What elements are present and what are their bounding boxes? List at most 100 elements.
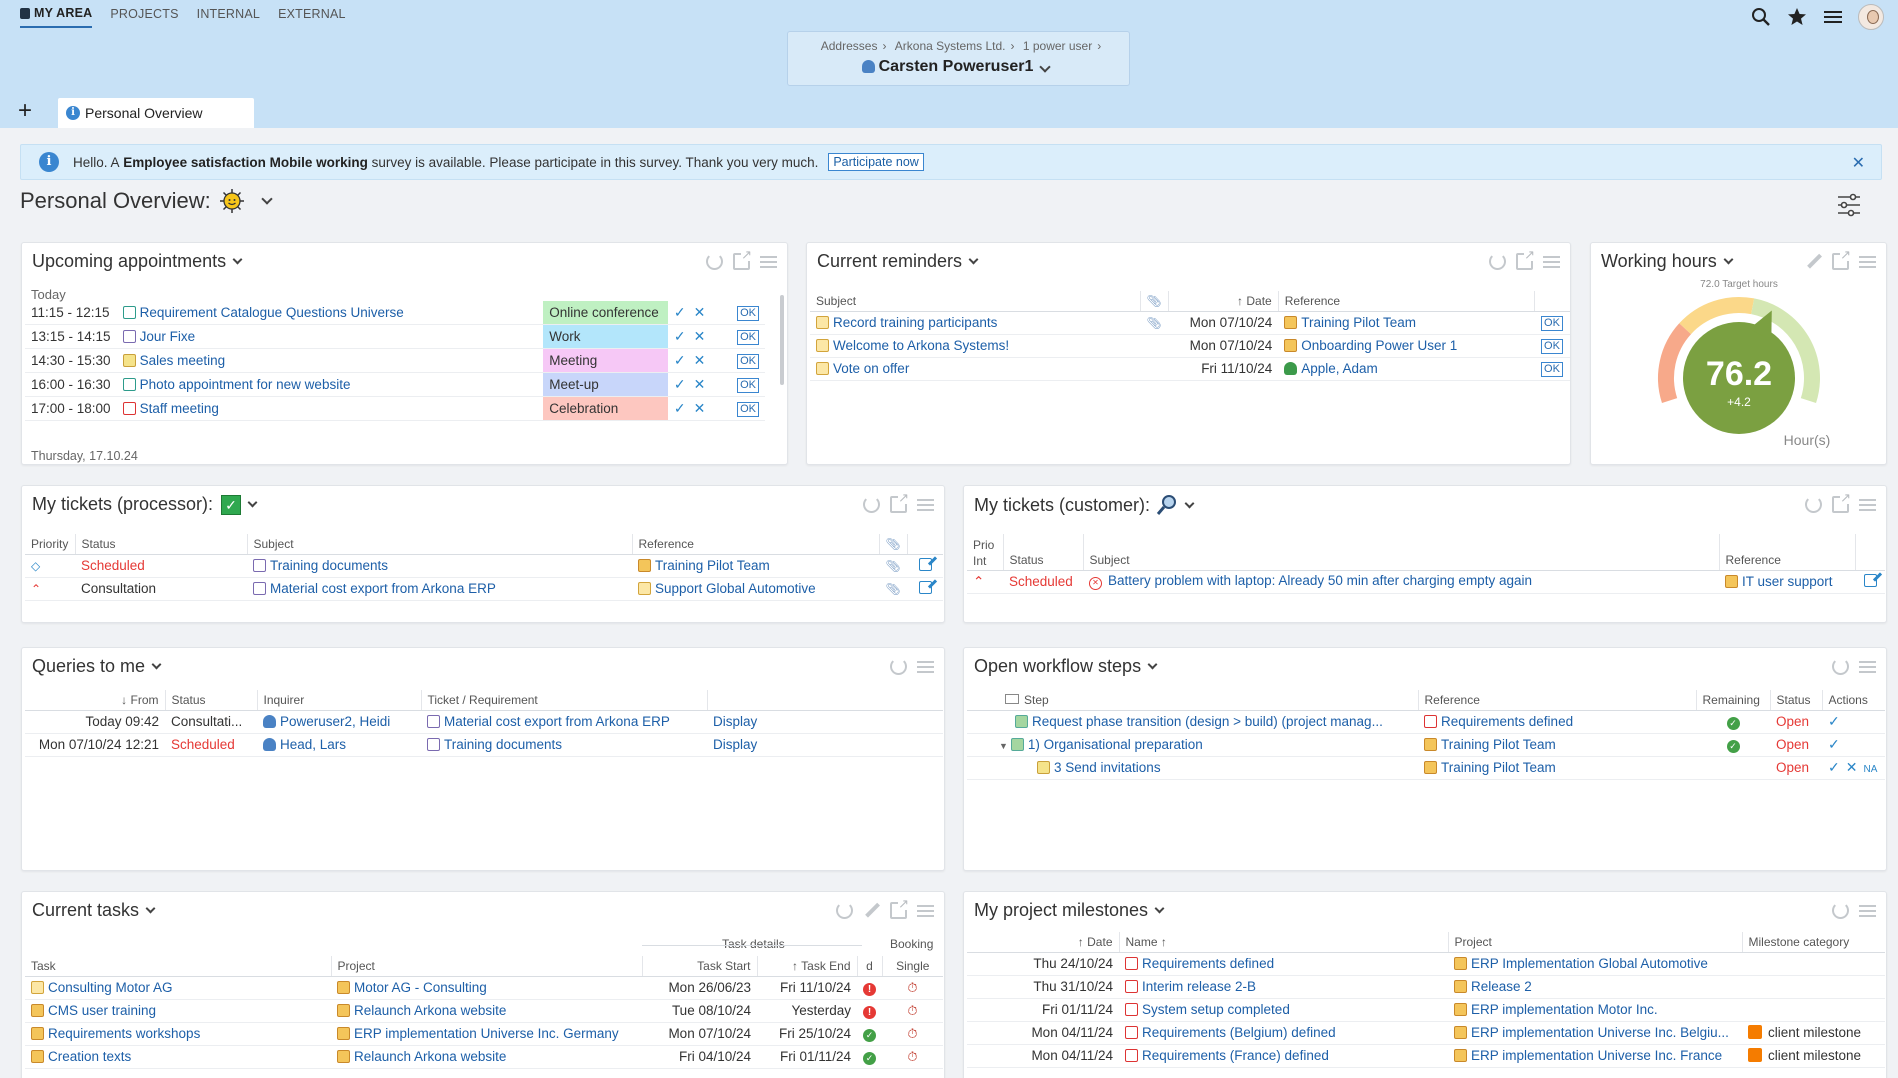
task-row[interactable]: Requirements workshops ERP implementation… bbox=[25, 1022, 943, 1046]
milestone-project[interactable]: ERP Implementation Global Automotive bbox=[1471, 956, 1708, 971]
nav-projects[interactable]: PROJECTS bbox=[110, 7, 179, 21]
reminder-row[interactable]: Record training participants 📎︎ Mon 07/10/… bbox=[810, 311, 1570, 335]
current-user-selector[interactable]: Carsten Poweruser1 bbox=[788, 58, 1129, 76]
appointment-subject[interactable]: Jour Fixe bbox=[139, 329, 196, 344]
ok-button[interactable]: OK bbox=[1541, 339, 1563, 354]
edit-pencil-icon[interactable] bbox=[1801, 249, 1825, 273]
col-date[interactable]: ↑ Date bbox=[967, 932, 1119, 953]
task-project[interactable]: Motor AG - Consulting bbox=[354, 980, 487, 995]
na-button[interactable]: NA bbox=[1863, 764, 1878, 775]
milestones-title[interactable]: My project milestones bbox=[974, 900, 1169, 921]
ok-button[interactable]: OK bbox=[737, 354, 759, 369]
accept-icon[interactable]: ✓ bbox=[673, 400, 686, 416]
refresh-icon[interactable] bbox=[1832, 902, 1849, 919]
ok-button[interactable]: OK bbox=[737, 378, 759, 393]
reminder-row[interactable]: Vote on offer Fri 11/10/24 Apple, Adam OK bbox=[810, 357, 1570, 381]
col-attachment[interactable]: 📎︎ bbox=[1139, 291, 1169, 312]
workflow-row[interactable]: Request phase transition (design > build… bbox=[967, 710, 1885, 734]
workflow-reference[interactable]: Requirements defined bbox=[1441, 714, 1574, 729]
accept-icon[interactable]: ✓ bbox=[673, 328, 686, 344]
refresh-icon[interactable] bbox=[1489, 253, 1506, 270]
ticket-subject[interactable]: Battery problem with laptop: Already 50 … bbox=[1108, 573, 1532, 588]
edit-icon[interactable] bbox=[1863, 573, 1877, 587]
col-actions[interactable]: Actions bbox=[1821, 690, 1885, 711]
task-row[interactable]: Creation texts Relaunch Arkona website Fri… bbox=[25, 1045, 943, 1069]
milestone-project[interactable]: ERP implementation Universe Inc. France bbox=[1471, 1048, 1723, 1063]
query-inquirer[interactable]: Head, Lars bbox=[280, 737, 347, 752]
edit-icon[interactable] bbox=[918, 580, 932, 594]
col-subject[interactable]: Subject bbox=[810, 291, 1140, 312]
open-external-icon[interactable] bbox=[1832, 491, 1851, 513]
milestone-row[interactable]: Thu 24/10/24 Requirements defined ERP Impl… bbox=[967, 952, 1885, 976]
milestone-name[interactable]: Requirements (Belgium) defined bbox=[1142, 1025, 1336, 1040]
milestone-project[interactable]: ERP implementation Motor Inc. bbox=[1471, 1002, 1658, 1017]
accept-icon[interactable]: ✓ bbox=[673, 304, 686, 320]
settings-icon[interactable] bbox=[1859, 658, 1876, 675]
col-remaining[interactable]: Remaining bbox=[1695, 690, 1770, 711]
milestone-name[interactable]: System setup completed bbox=[1142, 1002, 1290, 1017]
appointment-subject[interactable]: Sales meeting bbox=[139, 353, 226, 368]
col-status[interactable]: Status bbox=[74, 534, 247, 555]
ok-button[interactable]: OK bbox=[1541, 316, 1563, 331]
ok-button[interactable]: OK bbox=[737, 402, 759, 417]
appointment-row[interactable]: 16:00 - 16:30 Photo appointment for new w… bbox=[25, 372, 765, 397]
decline-icon[interactable]: ✕ bbox=[693, 376, 706, 392]
col-inquirer[interactable]: Inquirer bbox=[256, 690, 421, 711]
query-inquirer[interactable]: Poweruser2, Heidi bbox=[280, 714, 391, 729]
query-ticket[interactable]: Training documents bbox=[444, 737, 563, 752]
task-project[interactable]: ERP implementation Universe Inc. Germany bbox=[354, 1026, 619, 1041]
col-single[interactable]: Single bbox=[881, 956, 943, 977]
reminder-reference[interactable]: Training Pilot Team bbox=[1301, 315, 1417, 330]
settings-icon[interactable] bbox=[917, 658, 934, 675]
tasks-title[interactable]: Current tasks bbox=[32, 900, 160, 921]
stopwatch-icon[interactable]: ⏱︎ bbox=[907, 1002, 918, 1018]
task-name[interactable]: Creation texts bbox=[48, 1049, 132, 1064]
appointment-subject[interactable]: Photo appointment for new website bbox=[139, 377, 351, 392]
workflow-row[interactable]: ▼ 1) Organisational preparation Training P… bbox=[967, 733, 1885, 757]
ticket-row[interactable]: ◇ Scheduled Training documents Training Pil… bbox=[25, 554, 943, 578]
ticket-row[interactable]: ⌃ Consultation Material cost export from A… bbox=[25, 577, 943, 601]
settings-icon[interactable] bbox=[1859, 902, 1876, 919]
reminder-reference[interactable]: Onboarding Power User 1 bbox=[1301, 338, 1458, 353]
display-link[interactable]: Display bbox=[713, 737, 758, 752]
refresh-icon[interactable] bbox=[863, 496, 880, 513]
appointment-subject[interactable]: Staff meeting bbox=[139, 401, 219, 416]
queries-title[interactable]: Queries to me bbox=[32, 656, 166, 677]
col-task[interactable]: Task bbox=[25, 956, 331, 977]
col-attachment[interactable]: 📎︎ bbox=[878, 534, 908, 555]
col-status[interactable]: Status bbox=[1769, 690, 1822, 711]
star-icon[interactable] bbox=[1786, 6, 1808, 28]
settings-sliders-icon[interactable] bbox=[1836, 192, 1862, 218]
nav-external[interactable]: EXTERNAL bbox=[278, 7, 346, 21]
col-task-start[interactable]: Task Start bbox=[641, 956, 757, 977]
query-ticket[interactable]: Material cost export from Arkona ERP bbox=[444, 714, 670, 729]
query-row[interactable]: Today 09:42 Consultati... Poweruser2, Heid… bbox=[25, 710, 943, 734]
reminder-subject[interactable]: Record training participants bbox=[833, 315, 998, 330]
open-external-icon[interactable] bbox=[733, 248, 752, 270]
participate-button[interactable]: Participate now bbox=[828, 153, 924, 171]
settings-icon[interactable] bbox=[917, 902, 934, 919]
appointment-row[interactable]: 11:15 - 12:15 Requirement Catalogue Quest… bbox=[25, 301, 765, 325]
settings-icon[interactable] bbox=[1543, 253, 1560, 270]
breadcrumb-company[interactable]: Arkona Systems Ltd. bbox=[894, 39, 1006, 53]
open-external-icon[interactable] bbox=[1516, 248, 1535, 270]
ticket-row[interactable]: ⌃ Scheduled ✕ Battery problem with laptop: … bbox=[967, 570, 1885, 594]
appointments-title[interactable]: Upcoming appointments bbox=[32, 251, 247, 272]
working-hours-title[interactable]: Working hours bbox=[1601, 251, 1738, 272]
settings-icon[interactable] bbox=[760, 253, 777, 270]
reminders-title[interactable]: Current reminders bbox=[817, 251, 983, 272]
menu-icon[interactable] bbox=[1822, 6, 1844, 28]
col-project[interactable]: Project bbox=[1447, 932, 1742, 953]
ticket-reference[interactable]: Training Pilot Team bbox=[655, 558, 770, 573]
refresh-icon[interactable] bbox=[1805, 496, 1822, 513]
scrollbar[interactable] bbox=[780, 295, 784, 385]
stopwatch-icon[interactable]: ⏱︎ bbox=[907, 1048, 918, 1064]
accept-icon[interactable]: ✓ bbox=[673, 352, 686, 368]
milestone-name[interactable]: Requirements defined bbox=[1142, 956, 1275, 971]
refresh-icon[interactable] bbox=[1832, 658, 1849, 675]
workflow-reference[interactable]: Training Pilot Team bbox=[1441, 760, 1556, 775]
accept-icon[interactable]: ✓ bbox=[673, 376, 686, 392]
task-row[interactable]: CMS user training Relaunch Arkona website… bbox=[25, 999, 943, 1023]
tickets-processor-title[interactable]: My tickets (processor): ✓ bbox=[32, 494, 262, 515]
stopwatch-icon[interactable]: ⏱︎ bbox=[907, 1025, 918, 1041]
